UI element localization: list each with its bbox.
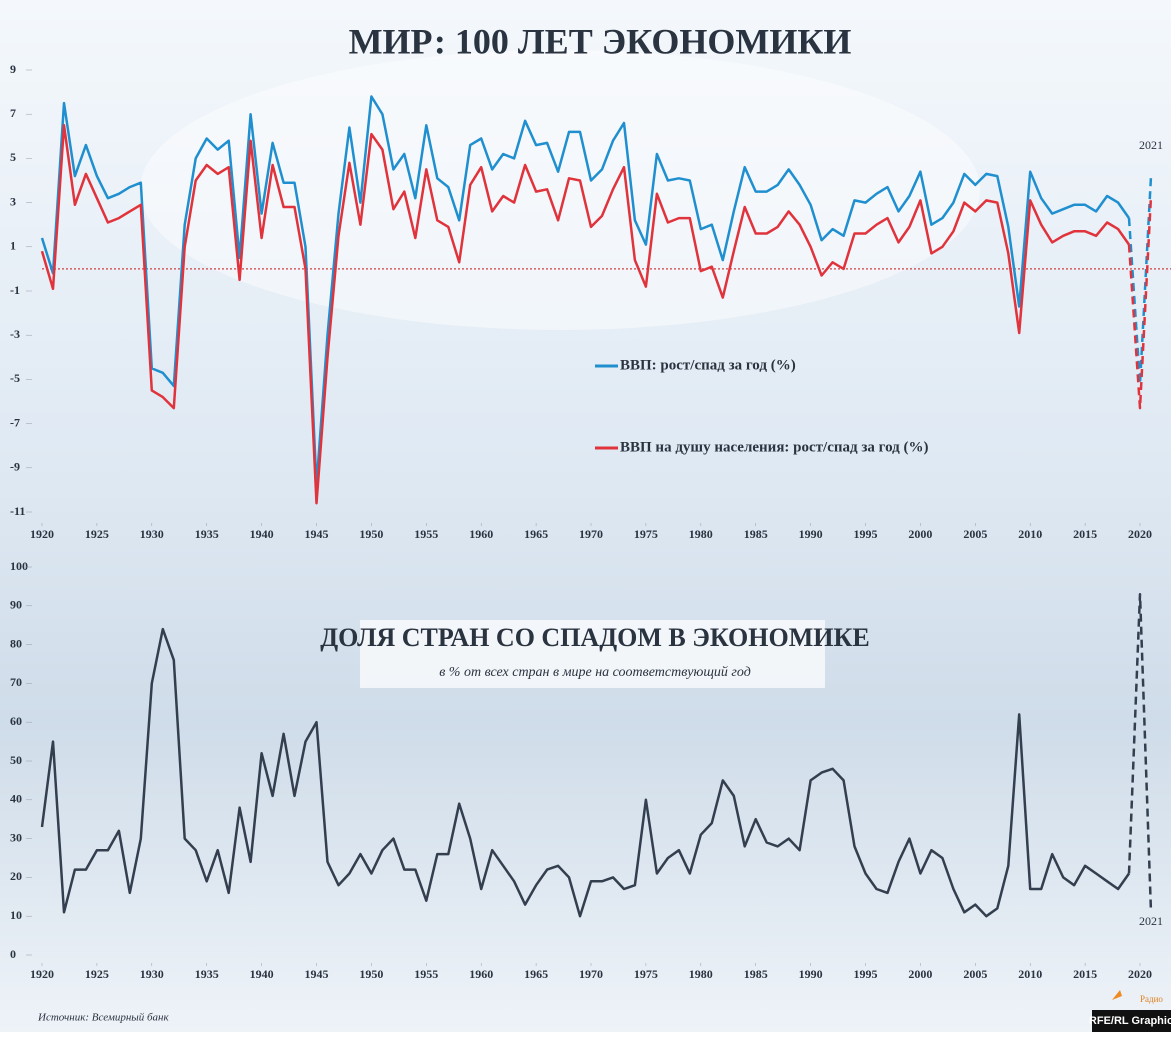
x-tick-label: 1925	[85, 527, 109, 541]
x-tick-label: 1980	[689, 967, 713, 981]
x-tick-label: 1995	[854, 527, 878, 541]
y-tick-label: 40	[10, 792, 22, 806]
x-tick-label: 1935	[195, 967, 219, 981]
annotation: 2021	[1139, 914, 1163, 928]
y-tick-label: 30	[10, 830, 22, 844]
x-tick-label: 1925	[85, 967, 109, 981]
chart: Источник: Всемирный банк Радио RFE/RL Gr…	[0, 0, 1171, 1032]
x-tick-label: 1940	[250, 527, 274, 541]
x-tick-label: 1985	[744, 967, 768, 981]
x-tick-label: 1930	[140, 527, 164, 541]
x-tick-label: 1970	[579, 967, 603, 981]
x-tick-label: 2005	[963, 527, 987, 541]
x-tick-label: 2020	[1128, 967, 1152, 981]
y-tick-label: 80	[10, 636, 22, 650]
y-tick-label: 7	[10, 106, 16, 120]
source: Источник: Всемирный банк	[37, 1012, 169, 1024]
x-tick-label: 1965	[524, 967, 548, 981]
y-tick-label: 50	[10, 753, 22, 767]
x-tick-label: 2000	[908, 967, 932, 981]
x-tick-label: 1970	[579, 527, 603, 541]
y-tick-label: 70	[10, 675, 22, 689]
x-tick-label: 1975	[634, 967, 658, 981]
x-tick-label: 2000	[908, 527, 932, 541]
y-tick-label: 10	[10, 908, 22, 922]
x-tick-label: 1980	[689, 527, 713, 541]
x-tick-label: 2010	[1018, 527, 1042, 541]
x-tick-label: 2015	[1073, 967, 1097, 981]
x-tick-label: 1960	[469, 967, 493, 981]
x-tick-label: 1945	[305, 527, 329, 541]
x-tick-label: 2020	[1128, 527, 1152, 541]
x-tick-label: 1975	[634, 527, 658, 541]
legend-label: ВВП на душу населения: рост/спад за год …	[620, 439, 928, 455]
y-tick-label: 0	[10, 947, 16, 961]
x-tick-label: 1990	[799, 527, 823, 541]
x-tick-label: 1955	[414, 967, 438, 981]
x-tick-label: 1940	[250, 967, 274, 981]
x-tick-label: 1985	[744, 527, 768, 541]
y-tick-label: -7	[10, 415, 20, 429]
x-tick-label: 1965	[524, 527, 548, 541]
chart-title: ДОЛЯ СТРАН СО СПАДОМ В ЭКОНОМИКЕ	[320, 623, 869, 652]
x-tick-label: 1955	[414, 527, 438, 541]
y-tick-label: -5	[10, 371, 20, 385]
y-tick-label: -11	[10, 504, 25, 518]
x-tick-label: 1990	[799, 967, 823, 981]
chart-subtitle: в % от всех стран в мире на соответствую…	[439, 665, 751, 680]
x-tick-label: 2005	[963, 967, 987, 981]
y-tick-label: 9	[10, 62, 16, 76]
y-tick-label: 90	[10, 598, 22, 612]
y-tick-label: 100	[10, 559, 28, 573]
annotation: 2021	[1139, 138, 1163, 152]
logo-top: Радио	[1140, 994, 1163, 1004]
x-tick-label: 1950	[359, 967, 383, 981]
y-tick-label: 60	[10, 714, 22, 728]
x-tick-label: 1960	[469, 527, 493, 541]
x-tick-label: 1950	[359, 527, 383, 541]
chart-title: МИР: 100 ЛЕТ ЭКОНОМИКИ	[349, 21, 852, 61]
x-tick-label: 1930	[140, 967, 164, 981]
y-tick-label: 1	[10, 239, 16, 253]
y-tick-label: -3	[10, 327, 20, 341]
x-tick-label: 1995	[854, 967, 878, 981]
y-tick-label: 3	[10, 194, 16, 208]
y-tick-label: -1	[10, 283, 20, 297]
legend-label: ВВП: рост/спад за год (%)	[620, 357, 796, 373]
y-tick-label: 5	[10, 150, 16, 164]
x-tick-label: 1920	[30, 527, 54, 541]
y-tick-label: -9	[10, 460, 20, 474]
y-tick-label: 20	[10, 869, 22, 883]
x-tick-label: 1920	[30, 967, 54, 981]
x-tick-label: 1935	[195, 527, 219, 541]
x-tick-label: 2010	[1018, 967, 1042, 981]
x-tick-label: 2015	[1073, 527, 1097, 541]
logo-bottom: RFE/RL Graphic	[1089, 1015, 1171, 1027]
x-tick-label: 1945	[305, 967, 329, 981]
